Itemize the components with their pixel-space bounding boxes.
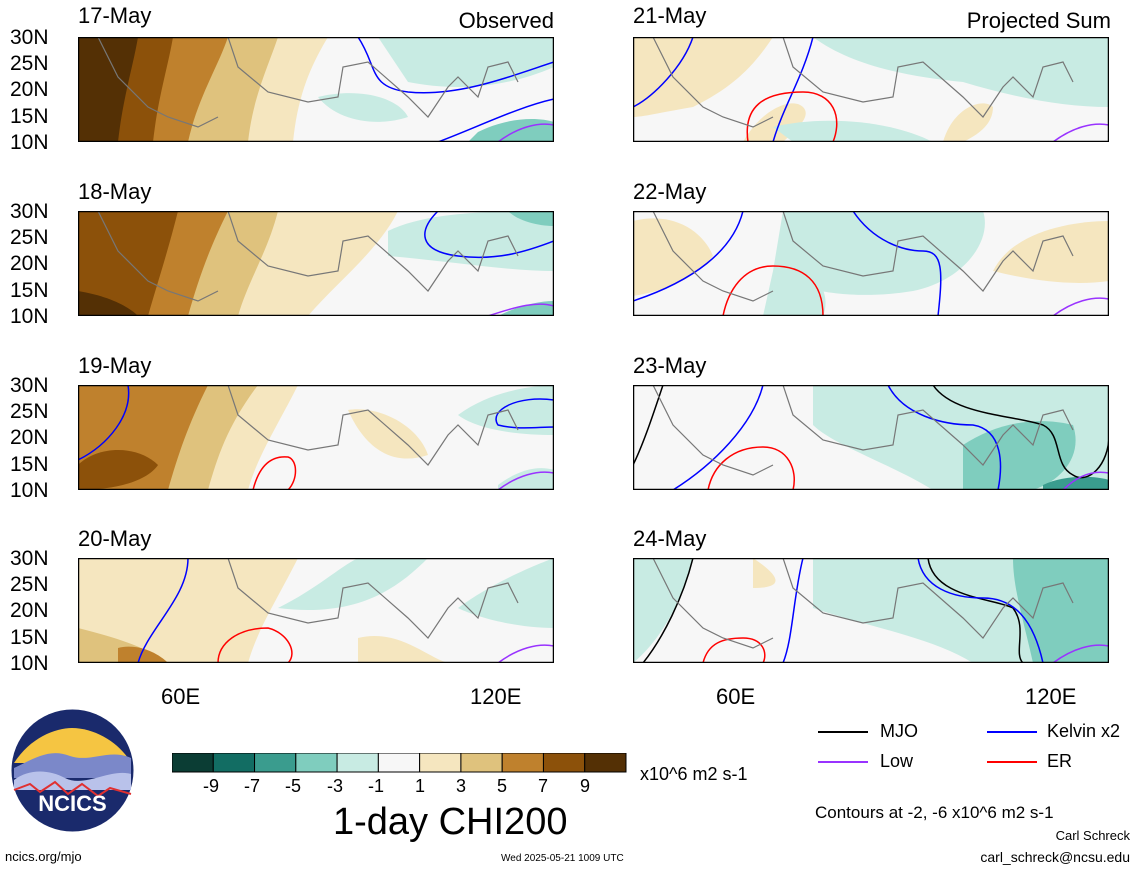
author-email[interactable]: carl_schreck@ncsu.edu xyxy=(980,849,1130,865)
colorbar-cell xyxy=(254,753,297,773)
legend-line-er xyxy=(987,761,1037,763)
colorbar-tick-label: 3 xyxy=(456,776,467,796)
legend-line-kelvin xyxy=(987,731,1037,733)
colorbar-cell xyxy=(295,753,338,773)
lat-tick-label: 15N xyxy=(10,626,49,649)
panel-date-label: 23-May xyxy=(633,353,707,378)
colorbar-cell xyxy=(584,753,627,773)
lat-tick-label: 30N xyxy=(10,374,49,397)
map-panel-19-may xyxy=(78,385,554,490)
colorbar-units: x10^6 m2 s-1 xyxy=(640,764,748,784)
panel-date-label: 20-May xyxy=(78,526,152,551)
colorbar-tick-label: 1 xyxy=(415,776,426,796)
source-url[interactable]: ncics.org/mjo xyxy=(5,849,82,864)
ncics-logo-graphic: NCICS xyxy=(11,709,134,832)
lon-tick-label: 60E xyxy=(716,684,756,709)
map-panel-23-may xyxy=(633,385,1109,490)
lat-tick-label: 15N xyxy=(10,105,49,128)
colorbar-cell xyxy=(460,753,503,773)
colorbar-cells xyxy=(172,753,627,773)
colorbar-tick-label: 5 xyxy=(497,776,508,796)
lat-tick-label: 15N xyxy=(10,453,49,476)
chart-title: 1-day CHI200 xyxy=(333,801,568,843)
lat-tick-label: 10N xyxy=(10,652,49,675)
logo-text: NCICS xyxy=(38,791,106,816)
lat-tick-label: 30N xyxy=(10,547,49,570)
ncics-logo: NCICS xyxy=(10,708,135,833)
contours-note: Contours at -2, -6 x10^6 m2 s-1 xyxy=(815,803,1054,822)
lat-tick-label: 30N xyxy=(10,26,49,49)
lon-tick-label: 120E xyxy=(470,684,522,709)
colorbar-tick-label: -9 xyxy=(203,776,220,796)
map-panel-18-may xyxy=(78,211,554,316)
lat-tick-label: 10N xyxy=(10,479,49,502)
lat-tick-label: 25N xyxy=(10,226,49,249)
author-name: Carl Schreck xyxy=(1055,828,1130,843)
lat-tick-label: 20N xyxy=(10,599,49,622)
projected-sum-label: Projected Sum xyxy=(966,8,1111,33)
lat-tick-label: 10N xyxy=(10,131,49,154)
lat-tick-label: 25N xyxy=(10,52,49,75)
panel-date-label: 21-May xyxy=(633,3,707,28)
legend-label-low: Low xyxy=(880,751,914,771)
lon-tick-label: 120E xyxy=(1025,684,1077,709)
colorbar-cell xyxy=(212,753,256,773)
observed-label: Observed xyxy=(458,8,554,33)
colorbar-cell xyxy=(172,753,214,773)
lat-tick-label: 20N xyxy=(10,78,49,101)
map-panel-22-may xyxy=(633,211,1109,316)
lat-tick-label: 10N xyxy=(10,305,49,328)
colorbar-tick-label: -3 xyxy=(327,776,344,796)
panel-date-label: 18-May xyxy=(78,179,152,204)
map-panel-24-may xyxy=(633,558,1109,663)
lat-tick-label: 25N xyxy=(10,573,49,596)
legend-line-low xyxy=(818,761,868,763)
legend-label-mjo: MJO xyxy=(880,721,918,741)
colorbar xyxy=(172,753,627,773)
colorbar-tick-label: 9 xyxy=(580,776,591,796)
map-panel-17-may xyxy=(78,37,554,142)
lon-tick-label: 60E xyxy=(161,684,201,709)
map-panel-21-may xyxy=(633,37,1109,142)
lat-tick-label: 25N xyxy=(10,400,49,423)
colorbar-cell xyxy=(336,753,379,773)
panel-date-label: 19-May xyxy=(78,353,152,378)
colorbar-tick-label: -5 xyxy=(285,776,302,796)
colorbar-tick-label: 7 xyxy=(538,776,549,796)
lat-tick-label: 20N xyxy=(10,252,49,275)
colorbar-tick-label: -1 xyxy=(368,776,385,796)
legend-line-mjo xyxy=(818,731,868,733)
lat-tick-label: 30N xyxy=(10,200,49,223)
colorbar-cell xyxy=(377,753,421,773)
panel-date-label: 22-May xyxy=(633,179,707,204)
lat-tick-label: 20N xyxy=(10,426,49,449)
panel-date-label: 17-May xyxy=(78,3,152,28)
map-panel-20-may xyxy=(78,558,554,663)
timestamp: Wed 2025-05-21 1009 UTC xyxy=(501,853,624,864)
legend-label-kelvin: Kelvin x2 xyxy=(1047,721,1121,741)
colorbar-cell xyxy=(501,753,544,773)
colorbar-cell xyxy=(419,753,462,773)
panel-date-label: 24-May xyxy=(633,526,707,551)
legend-label-er: ER xyxy=(1047,751,1073,771)
colorbar-tick-label: -7 xyxy=(244,776,261,796)
colorbar-cell xyxy=(542,753,586,773)
lat-tick-label: 15N xyxy=(10,279,49,302)
